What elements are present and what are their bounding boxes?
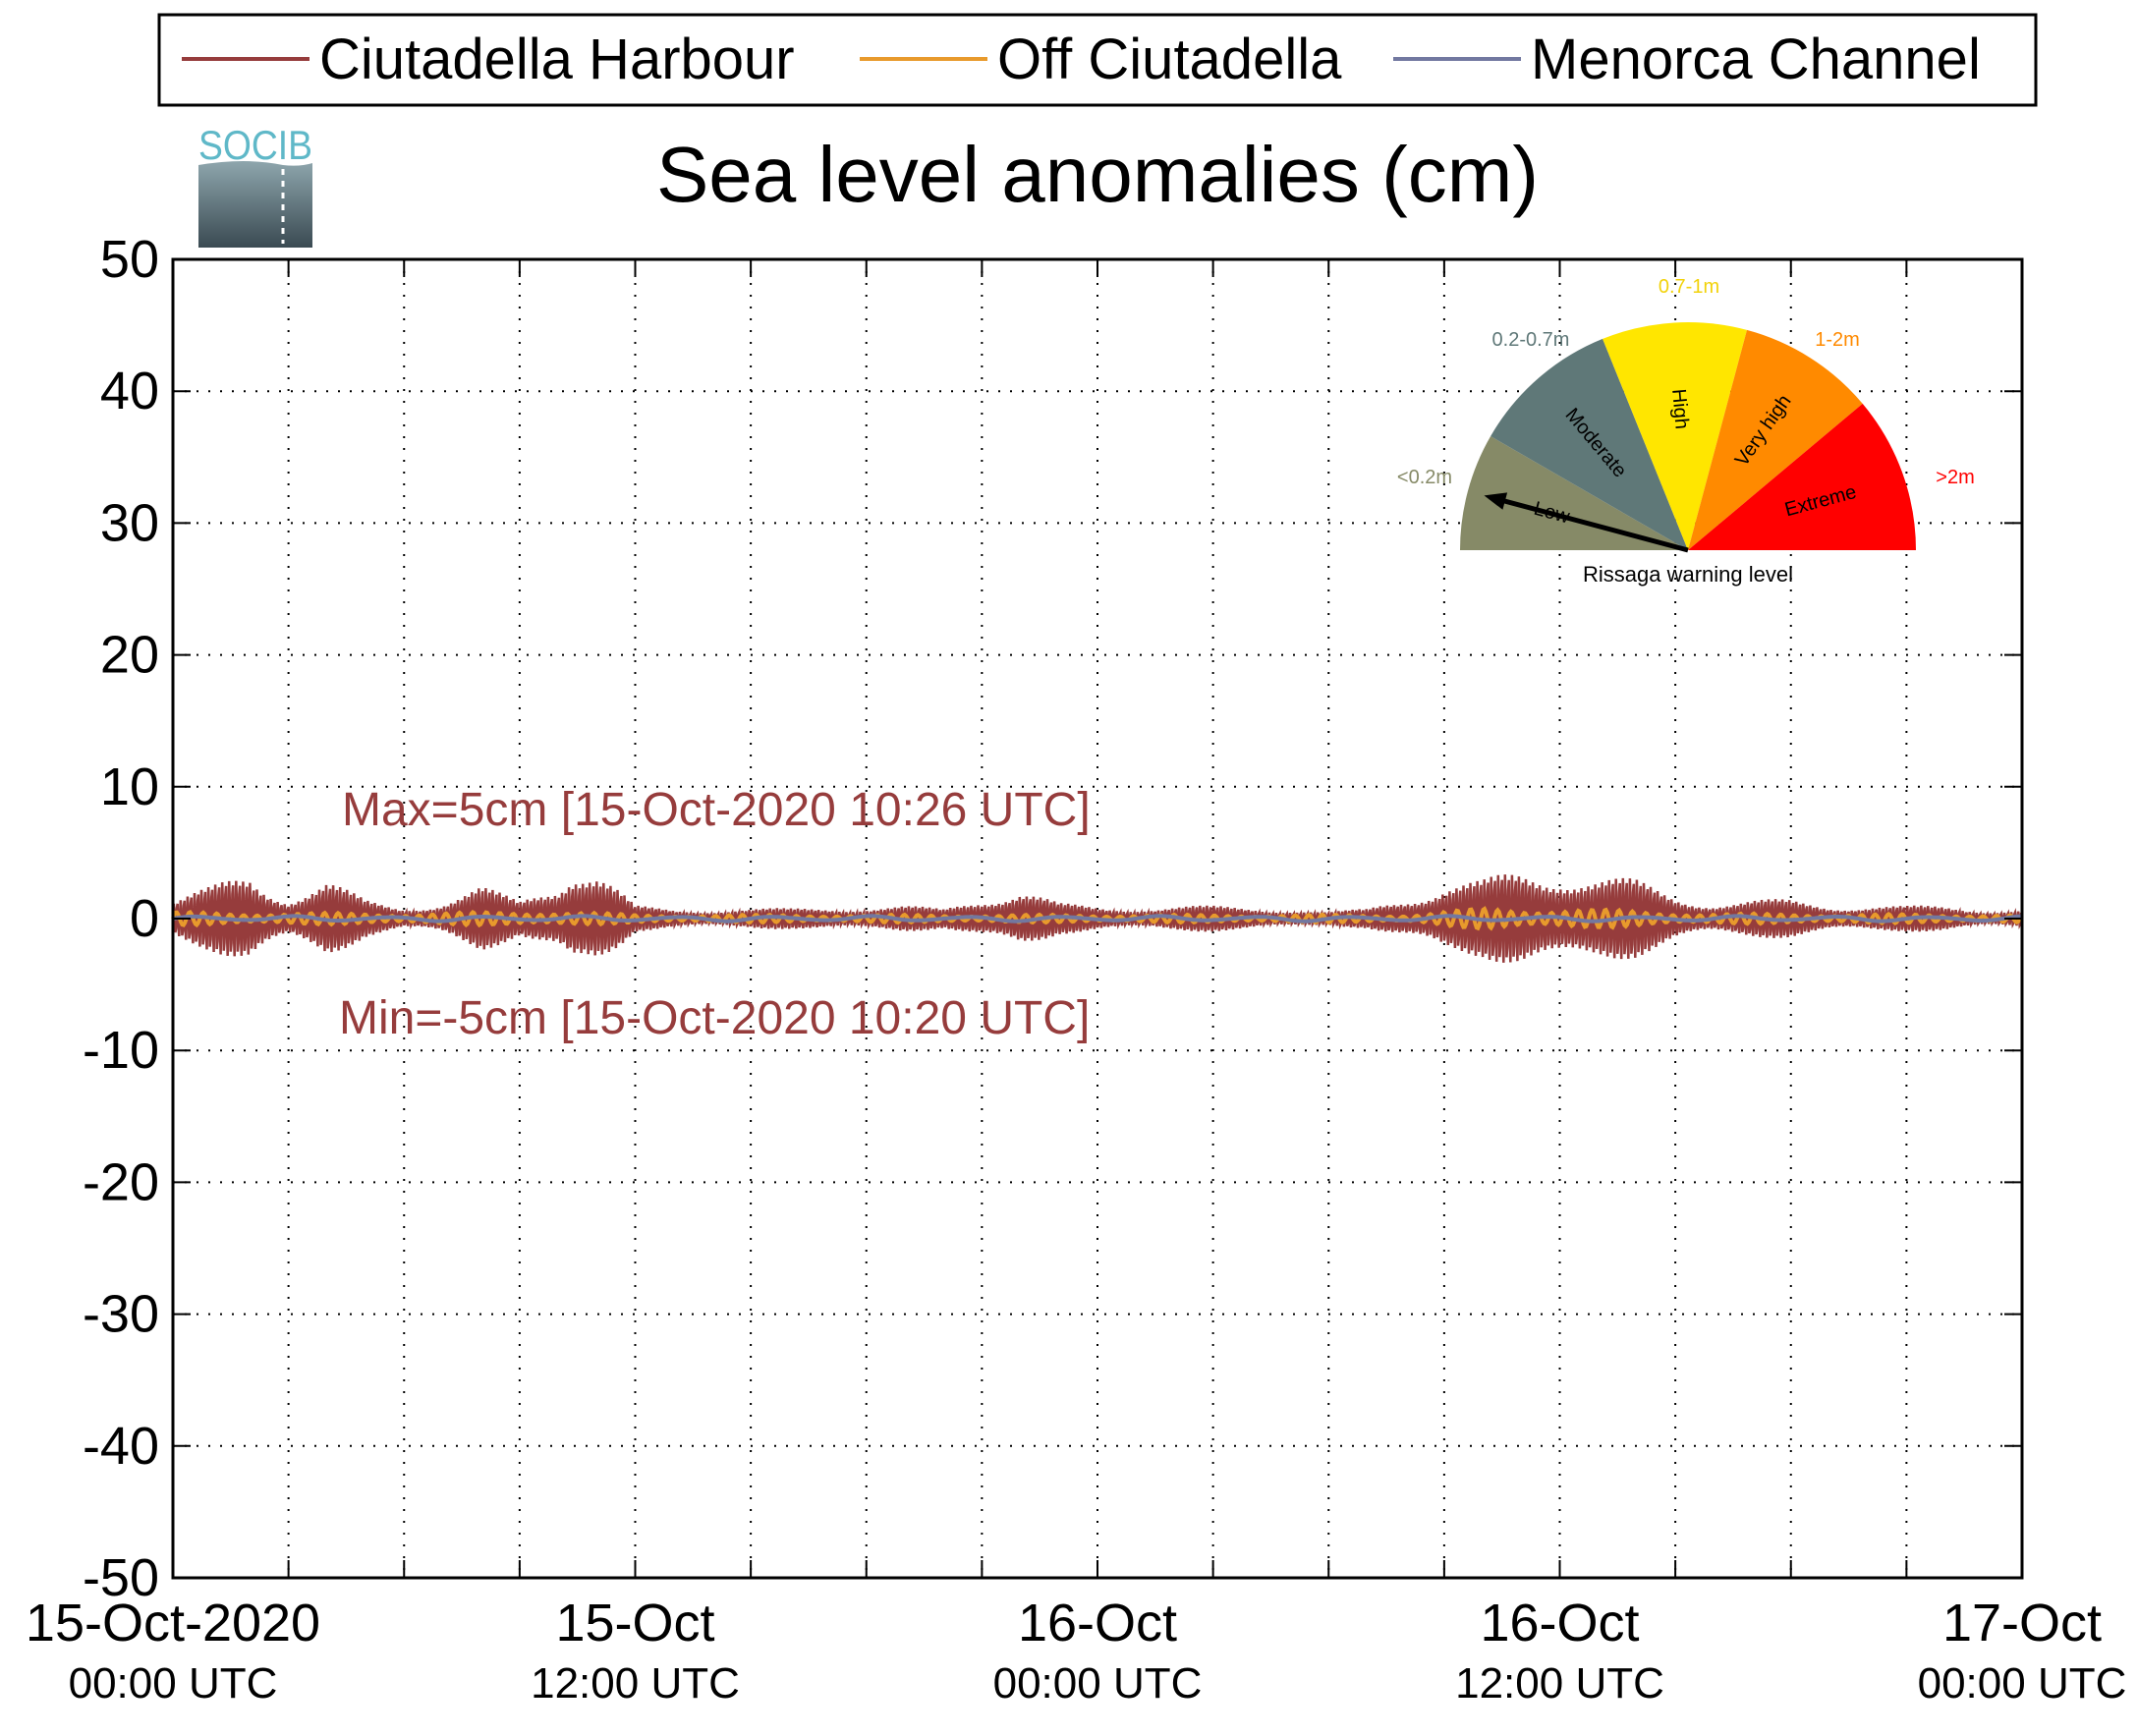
x-tick-label-date: 16-Oct	[1018, 1594, 1177, 1652]
gauge-needle	[1489, 494, 1689, 553]
x-ticks: 15-Oct-2020 00:00 UTC 15-Oct 12:00 UTC 16-Oc…	[26, 259, 2126, 1708]
y-tick-label: 40	[100, 362, 159, 420]
legend-label-ciutadella-harbour: Ciutadella Harbour	[319, 28, 795, 91]
gauge-segment-high	[1603, 322, 1747, 550]
chart-title: Sea level anomalies (cm)	[656, 131, 1539, 218]
x-tick-label-date: 16-Oct	[1480, 1594, 1639, 1652]
gauge-range-label: <0.2m	[1397, 467, 1452, 488]
logo-text: SOCIB	[198, 122, 312, 168]
gauge-label: High	[1667, 388, 1693, 430]
x-tick-label-time: 00:00 UTC	[69, 1659, 278, 1708]
x-tick-label-time: 00:00 UTC	[993, 1659, 1203, 1708]
legend-box	[157, 13, 2038, 107]
gauge-range-label: 0.2-0.7m	[1492, 329, 1570, 351]
y-tick-label: 50	[100, 230, 159, 289]
y-tick-label: 20	[100, 626, 159, 685]
gauge-range-label: 0.7-1m	[1659, 276, 1719, 298]
logo-wave-shape	[198, 161, 312, 248]
y-tick-label: -40	[83, 1417, 159, 1476]
gauge-segment-extreme	[1688, 403, 1916, 550]
legend: Ciutadella Harbour Off Ciutadella Menorc…	[157, 13, 2038, 107]
x-tick-label-time: 12:00 UTC	[1455, 1659, 1664, 1708]
gauge-segment-moderate	[1490, 338, 1688, 550]
gauge-segment-very-high	[1688, 329, 1863, 550]
gauge-range-label: >2m	[1936, 467, 1974, 488]
y-tick-label: -30	[83, 1285, 159, 1344]
legend-label-menorca-channel: Menorca Channel	[1531, 28, 1981, 91]
x-tick-label-date: 17-Oct	[1942, 1594, 2102, 1652]
annotation-max: Max=5cm [15-Oct-2020 10:26 UTC]	[342, 784, 1091, 836]
series-layer	[171, 874, 2024, 963]
y-tick-label: -50	[83, 1548, 159, 1607]
annotation-min: Min=-5cm [15-Oct-2020 10:20 UTC]	[339, 992, 1090, 1044]
y-ticks: 50 40 30 20 10 0 -10 -20 -30 -40 -50	[83, 230, 2022, 1607]
gauge-segment-low	[1460, 436, 1688, 550]
x-tick-label-date: 15-Oct-2020	[26, 1594, 320, 1652]
x-tick-label-date: 15-Oct	[555, 1594, 714, 1652]
x-tick-label-time: 12:00 UTC	[531, 1659, 740, 1708]
gauge-range-label: 1-2m	[1815, 329, 1860, 351]
legend-label-off-ciutadella: Off Ciutadella	[997, 28, 1342, 91]
y-tick-label: 30	[100, 493, 159, 552]
socib-logo: SOCIB	[198, 122, 312, 248]
gauge-caption: Rissaga warning level	[1583, 562, 1793, 587]
x-tick-label-time: 00:00 UTC	[1918, 1659, 2127, 1708]
y-tick-label: 0	[130, 889, 159, 948]
y-tick-label: -20	[83, 1152, 159, 1211]
gauge-needle-head	[1484, 492, 1508, 510]
y-tick-label: -10	[83, 1021, 159, 1080]
series-line-menorca-channel	[172, 914, 2023, 924]
y-tick-label: 10	[100, 757, 159, 816]
